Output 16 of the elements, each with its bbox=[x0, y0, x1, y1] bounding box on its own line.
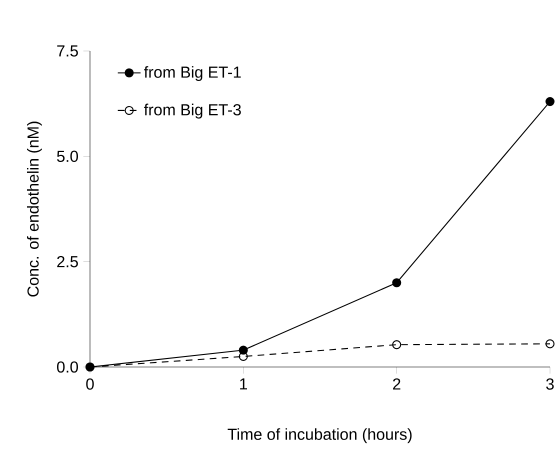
point bbox=[392, 278, 402, 288]
y-tick-label: 0.0 bbox=[57, 361, 78, 373]
point bbox=[545, 97, 555, 106]
x-tick-label: 3 bbox=[546, 378, 554, 390]
x-axis-title: Time of incubation (hours) bbox=[228, 428, 412, 444]
y-tick-label: 2.5 bbox=[57, 256, 78, 268]
x-tick-label: 1 bbox=[240, 378, 247, 390]
y-tick-label: 5.0 bbox=[57, 150, 78, 162]
legend-label: from Big ET-1 bbox=[144, 66, 241, 81]
legend-label: from Big ET-3 bbox=[144, 104, 241, 119]
point bbox=[392, 340, 402, 350]
point bbox=[545, 339, 555, 348]
y-axis-title: Conc. of endothelin (nM) bbox=[26, 122, 42, 297]
x-tick-label: 0 bbox=[86, 378, 94, 390]
x-tick-label: 2 bbox=[393, 378, 400, 390]
y-tick-label: 7.5 bbox=[57, 45, 78, 57]
